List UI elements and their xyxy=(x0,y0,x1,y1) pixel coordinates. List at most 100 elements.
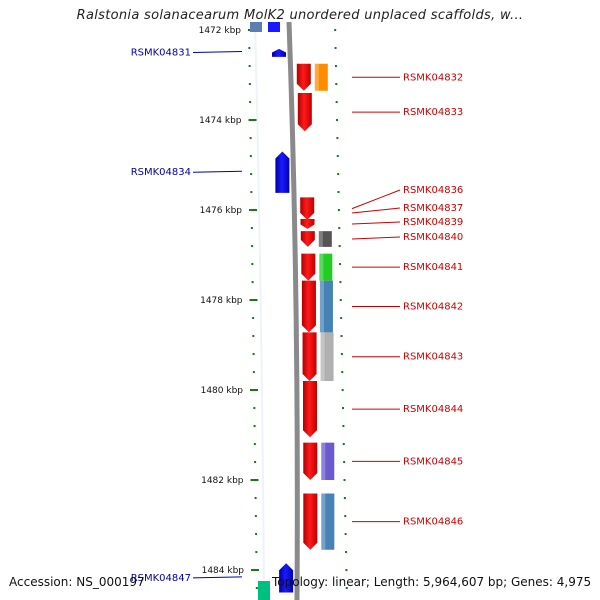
gene-arrow-RSMK04840[interactable] xyxy=(300,231,315,247)
gene-label-RSMK04843[interactable]: RSMK04843 xyxy=(403,352,463,363)
minor-tick xyxy=(339,263,342,265)
minor-tick xyxy=(336,137,339,139)
gene-label-RSMK04832[interactable]: RSMK04832 xyxy=(403,72,463,83)
minor-tick xyxy=(254,515,257,517)
top-edge-gene xyxy=(250,22,262,32)
gene-label-RSMK04833[interactable]: RSMK04833 xyxy=(403,107,463,118)
gene-label-RSMK04842[interactable]: RSMK04842 xyxy=(403,302,463,313)
gene-arrow-RSMK04836[interactable] xyxy=(300,197,315,220)
cog-box-shine xyxy=(321,442,326,480)
gene-arrow-RSMK04845[interactable] xyxy=(303,442,318,480)
gene-label-RSMK04837[interactable]: RSMK04837 xyxy=(403,203,463,214)
scale-tick-label: 1474 kbp xyxy=(199,116,242,126)
minor-tick xyxy=(343,479,346,481)
minor-tick xyxy=(336,119,339,121)
gene-label-RSMK04847[interactable]: RSMK04847 xyxy=(131,573,191,584)
minor-tick xyxy=(343,497,346,499)
minor-tick xyxy=(250,173,253,175)
minor-tick xyxy=(252,317,255,319)
minor-tick xyxy=(255,551,258,553)
minor-tick xyxy=(342,443,345,445)
minor-tick xyxy=(335,83,338,85)
minor-tick xyxy=(251,263,254,265)
top-edge-gene xyxy=(268,22,280,32)
gene-label-RSMK04840[interactable]: RSMK04840 xyxy=(403,232,463,243)
minor-tick xyxy=(338,245,341,247)
minor-tick xyxy=(252,353,255,355)
cog-box-RSMK04842[interactable] xyxy=(319,280,333,333)
gene-label-RSMK04845[interactable]: RSMK04845 xyxy=(403,456,463,467)
label-leader xyxy=(351,207,401,214)
gene-arrow-RSMK04841[interactable] xyxy=(301,253,316,281)
minor-tick xyxy=(337,173,340,175)
right-track-ticks xyxy=(334,29,348,589)
page-title: Ralstonia solanacearum MolK2 unordered u… xyxy=(76,8,524,23)
cog-box-RSMK04840[interactable] xyxy=(318,231,332,247)
minor-tick xyxy=(248,47,251,49)
genome-info: Topology: linear; Length: 5,964,607 bp; … xyxy=(272,575,592,589)
gene-label-RSMK04844[interactable]: RSMK04844 xyxy=(403,404,463,415)
label-leader xyxy=(351,189,401,210)
cog-box-RSMK04845[interactable] xyxy=(321,442,335,480)
minor-tick xyxy=(250,191,253,193)
gene-arrow-RSMK04844[interactable] xyxy=(303,381,318,438)
minor-tick xyxy=(251,281,254,283)
gene-label-RSMK04841[interactable]: RSMK04841 xyxy=(403,262,463,273)
minor-tick xyxy=(250,227,253,229)
scale-tick-label: 1482 kbp xyxy=(201,476,244,486)
gene-arrow-RSMK04847[interactable] xyxy=(279,563,294,593)
cog-box-shine xyxy=(321,493,326,550)
gene-label-RSMK04836[interactable]: RSMK04836 xyxy=(403,185,463,196)
minor-tick xyxy=(248,65,251,67)
gene-arrow-RSMK04842[interactable] xyxy=(301,280,316,333)
minor-tick xyxy=(340,335,343,337)
gene-arrow-RSMK04839[interactable] xyxy=(300,219,315,229)
cog-box-RSMK04832[interactable] xyxy=(314,63,328,91)
minor-tick xyxy=(337,209,340,211)
cog-box-shine xyxy=(320,332,325,381)
minor-tick xyxy=(249,137,252,139)
gene-labels: RSMK04831 RSMK04832 RSMK04833 RSMK04834 RSMK… xyxy=(131,48,464,584)
minor-tick xyxy=(345,569,348,571)
minor-tick xyxy=(337,191,340,193)
cog-box-RSMK04846[interactable] xyxy=(321,493,335,550)
minor-tick xyxy=(336,155,339,157)
minor-tick xyxy=(343,461,346,463)
gene-label-RSMK04846[interactable]: RSMK04846 xyxy=(403,517,463,528)
gene-arrow-RSMK04832[interactable] xyxy=(296,63,311,91)
scale-labels: 1472 kbp 1474 kbp 1476 kbp 1478 kbp 1480 kbp… xyxy=(199,26,259,576)
gene-arrow-RSMK04843[interactable] xyxy=(302,332,317,381)
label-leader xyxy=(351,236,401,240)
minor-tick xyxy=(342,407,345,409)
gene-arrow-RSMK04831[interactable] xyxy=(272,48,287,57)
label-leader xyxy=(192,51,243,53)
scale-tick-label: 1478 kbp xyxy=(200,296,243,306)
cog-box-shine xyxy=(319,253,324,281)
minor-tick xyxy=(344,515,347,517)
minor-tick xyxy=(345,551,348,553)
chromosome-backbone-edge xyxy=(254,21,265,600)
minor-tick xyxy=(255,533,258,535)
cog-box-RSMK04841[interactable] xyxy=(319,253,333,281)
minor-tick xyxy=(340,317,343,319)
minor-tick xyxy=(252,371,255,373)
gene-arrow-RSMK04846[interactable] xyxy=(303,493,318,550)
minor-tick xyxy=(253,407,256,409)
minor-tick xyxy=(334,65,337,67)
minor-tick xyxy=(253,425,256,427)
gene-label-RSMK04839[interactable]: RSMK04839 xyxy=(403,217,463,228)
scale-tick-label: 1472 kbp xyxy=(199,26,242,36)
label-leader xyxy=(192,576,243,579)
gene-arrow-RSMK04833[interactable] xyxy=(297,93,312,132)
cog-box-RSMK04843[interactable] xyxy=(320,332,334,381)
gene-arrow-RSMK04834[interactable] xyxy=(275,151,290,193)
minor-tick xyxy=(253,443,256,445)
scale-tick-label: 1480 kbp xyxy=(201,386,244,396)
minor-tick xyxy=(254,497,257,499)
minor-tick xyxy=(339,299,342,301)
gene-label-RSMK04834[interactable]: RSMK04834 xyxy=(131,167,191,178)
cog-box-shine xyxy=(319,280,324,333)
minor-tick xyxy=(248,83,251,85)
gene-label-RSMK04831[interactable]: RSMK04831 xyxy=(131,48,191,59)
cog-box-shine xyxy=(318,231,323,247)
